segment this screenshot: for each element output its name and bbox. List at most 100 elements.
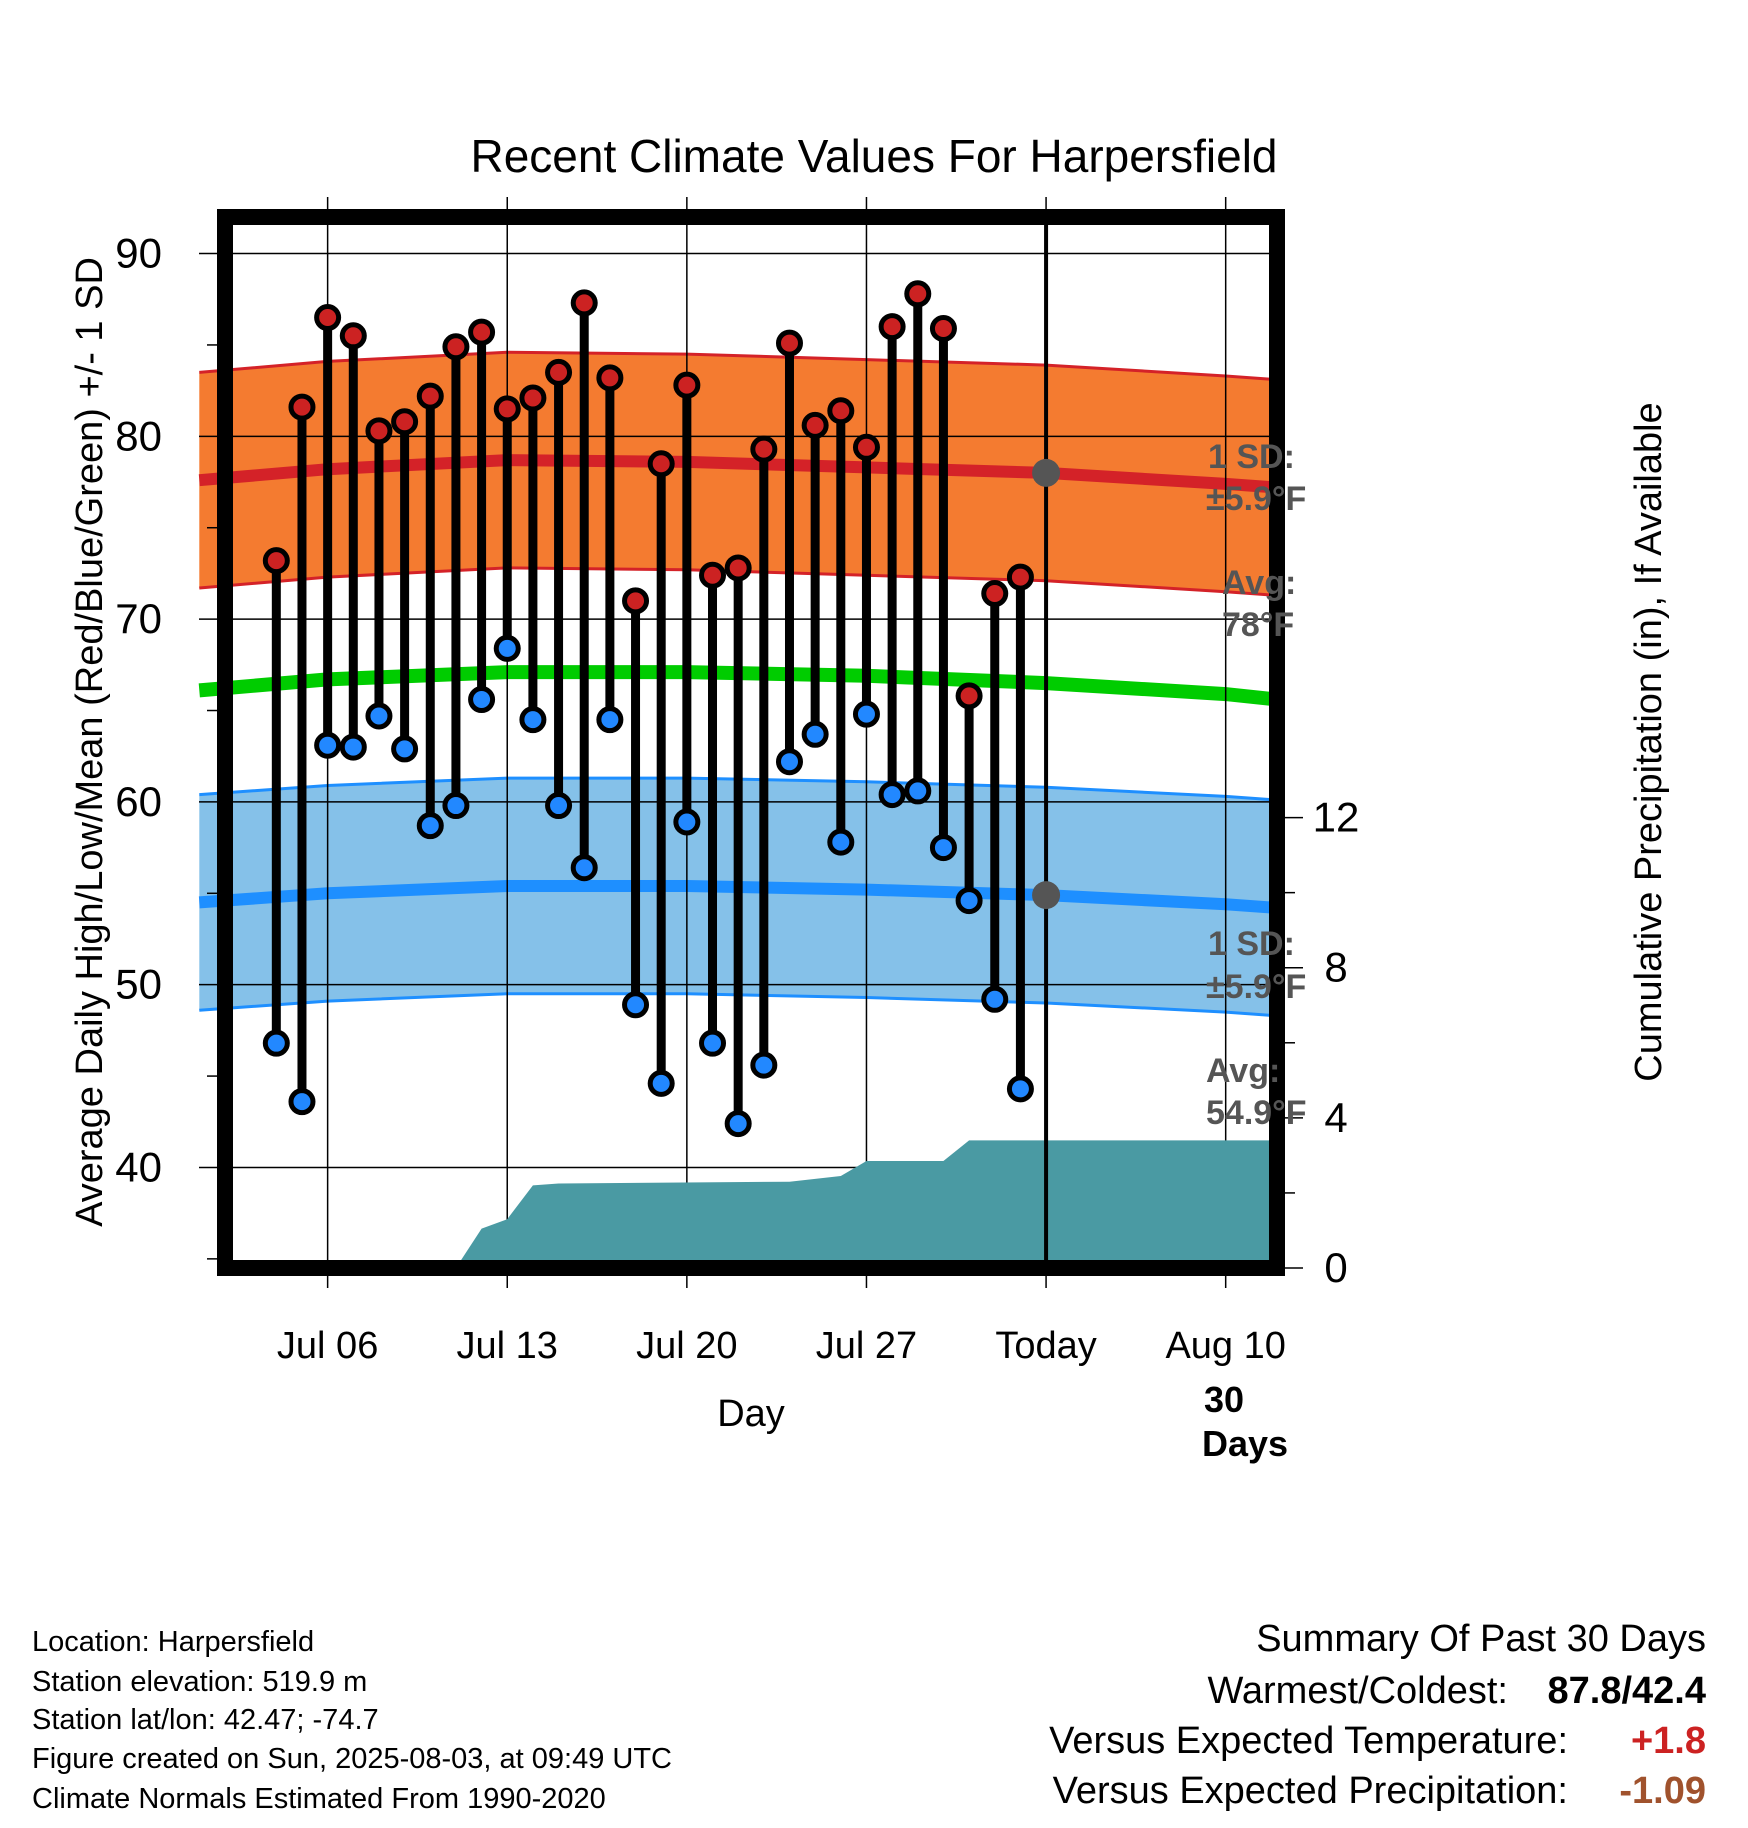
y-tick-label: 70: [115, 595, 162, 642]
x-tick-label: Jul 27: [816, 1325, 917, 1367]
daily-low-point: [622, 991, 650, 1019]
low-sd-label: 1 SD:: [1208, 925, 1295, 963]
normal-bands: [198, 350, 1278, 1018]
high-sd-band: [199, 352, 1277, 596]
daily-high-point: [339, 322, 367, 350]
daily-low-point: [365, 702, 393, 730]
avg-low-marker: [1032, 881, 1061, 910]
daily-low-point: [878, 781, 906, 809]
y-axis-label: Average Daily High/Low/Mean (Red/Blue/Gr…: [69, 257, 111, 1227]
chart-title: Recent Climate Values For Harpersfield: [470, 130, 1277, 182]
precipitation-area: [225, 1140, 1277, 1268]
daily-low-point: [801, 720, 829, 748]
daily-low-point: [314, 731, 342, 759]
cumulative-precip-area: [225, 1140, 1277, 1268]
low-sd-value: ±5.9°F: [1206, 968, 1306, 1006]
daily-low-point: [981, 985, 1009, 1013]
x-tick-label: Jul 20: [636, 1325, 737, 1367]
high-avg-label: Avg:: [1222, 564, 1296, 602]
daily-high-point: [622, 587, 650, 615]
daily-high-point: [365, 417, 393, 445]
high-sd-value: ±5.9°F: [1206, 480, 1306, 518]
daily-low-point: [493, 634, 521, 662]
daily-low-point: [442, 792, 470, 820]
daily-low-point: [673, 808, 701, 836]
daily-low-point: [699, 1029, 727, 1057]
x-tick-label: Jul 13: [457, 1325, 558, 1367]
daily-high-point: [570, 289, 598, 317]
x-tick-label: Jul 06: [277, 1325, 378, 1367]
daily-low-point: [519, 706, 547, 734]
y-tick-label: 90: [115, 230, 162, 277]
daily-high-point: [673, 371, 701, 399]
y2-tick-label: 0: [1324, 1244, 1347, 1291]
daily-high-point: [545, 358, 573, 386]
y2-axis-label: Cumulative Precipitation (in), If Availa…: [1628, 402, 1670, 1081]
daily-high-point: [981, 580, 1009, 608]
low-avg-value: 54.9°F: [1206, 1094, 1307, 1132]
warm-cold-label: Warmest/Coldest:: [1207, 1670, 1508, 1712]
days-label-number: 30: [1204, 1379, 1244, 1420]
low-avg-label: Avg:: [1206, 1052, 1280, 1090]
temp-versus-value: +1.8: [1630, 1720, 1706, 1762]
daily-high-point: [750, 435, 778, 463]
precip-versus-label: Versus Expected Precipitation:: [1052, 1770, 1568, 1812]
daily-low-point: [724, 1110, 752, 1138]
high-sd-label: 1 SD:: [1208, 438, 1295, 476]
y-tick-label: 80: [115, 412, 162, 459]
daily-high-point: [827, 397, 855, 425]
daily-range-bars: [262, 217, 1049, 1268]
precip-versus-value: -1.09: [1619, 1770, 1706, 1812]
temp-versus-label: Versus Expected Temperature:: [1049, 1720, 1568, 1762]
daily-high-point: [596, 364, 624, 392]
avg-low-line: [198, 880, 1278, 914]
daily-low-point: [904, 777, 932, 805]
daily-low-point: [852, 700, 880, 728]
daily-low-point: [288, 1088, 316, 1116]
station-location: Location: Harpersfield: [32, 1626, 315, 1658]
daily-high-point: [904, 280, 932, 308]
daily-high-point: [519, 384, 547, 412]
daily-high-point: [878, 313, 906, 341]
daily-high-point: [442, 333, 470, 361]
daily-high-point: [314, 304, 342, 332]
daily-low-point: [545, 792, 573, 820]
daily-high-point: [647, 450, 675, 478]
daily-low-point: [827, 828, 855, 856]
daily-low-point: [262, 1029, 290, 1057]
daily-low-point: [929, 834, 957, 862]
x-tick-label: Today: [995, 1325, 1096, 1367]
daily-low-point: [647, 1069, 675, 1097]
plot-frame: [217, 209, 1285, 1276]
days-label-text: Days: [1202, 1423, 1288, 1464]
daily-high-point: [468, 318, 496, 346]
warm-cold-value: 87.8/42.4: [1547, 1670, 1706, 1712]
daily-low-point: [955, 887, 983, 915]
annotations: 1 SD: ±5.9°F Avg: 78°F 1 SD: ±5.9°F Avg: 54.9°F…: [1032, 438, 1307, 1464]
daily-high-point: [391, 408, 419, 436]
daily-high-point: [801, 411, 829, 439]
daily-high-point: [493, 395, 521, 423]
daily-high-point: [929, 314, 957, 342]
y-tick-label: 60: [115, 778, 162, 825]
climate-normals-note: Climate Normals Estimated From 1990-2020: [32, 1783, 606, 1815]
daily-high-point: [699, 561, 727, 589]
daily-low-point: [468, 686, 496, 714]
daily-high-point: [955, 682, 983, 710]
daily-low-point: [1006, 1075, 1034, 1103]
low-sd-upper-line: [199, 776, 1278, 802]
daily-low-point: [391, 735, 419, 763]
axes: Jul 06 Jul 13 Jul 20 Jul 27 Today Aug 10Day40…: [69, 197, 1670, 1435]
station-latlon: Station lat/lon: 42.47; -74.7: [32, 1704, 379, 1736]
y2-tick-label: 8: [1324, 944, 1347, 991]
y2-tick-label: 4: [1324, 1094, 1347, 1141]
daily-high-point: [288, 393, 316, 421]
x-axis-label: Day: [717, 1393, 785, 1435]
daily-low-point: [750, 1051, 778, 1079]
y-tick-label: 40: [115, 1143, 162, 1190]
daily-high-point: [262, 547, 290, 575]
daily-low-point: [775, 748, 803, 776]
daily-low-point: [339, 733, 367, 761]
daily-high-point: [1006, 563, 1034, 591]
avg-high-marker: [1032, 458, 1061, 487]
